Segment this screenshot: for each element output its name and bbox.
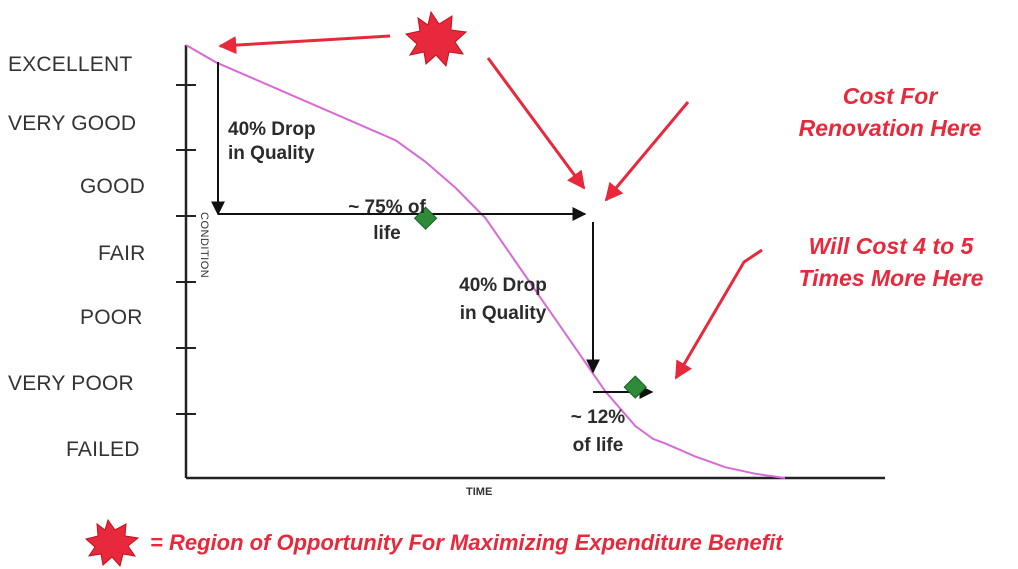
cost2-line1: Will Cost 4 to 5 <box>808 233 974 259</box>
condition-label-good: GOOD <box>80 175 145 198</box>
condition-curve <box>185 44 786 479</box>
drop1-label: 40% Drop in Quality <box>228 118 368 166</box>
condition-label-failed: FAILED <box>66 438 140 461</box>
life1-line1: ~ 75% of <box>348 197 426 218</box>
condition-label-excellent: EXCELLENT <box>8 53 133 76</box>
condition-label-very-poor: VERY POOR <box>8 372 134 395</box>
condition-label-poor: POOR <box>80 306 143 329</box>
x-axis-label: TIME <box>466 486 493 498</box>
cost1-line1: Cost For <box>842 83 938 109</box>
drop2-line2: in Quality <box>459 303 547 324</box>
life2-line2: of life <box>572 435 624 456</box>
cost2-line2: Times More Here <box>798 265 984 291</box>
life1-line2: life <box>373 223 401 244</box>
cost2-label: Will Cost 4 to 5 Times More Here <box>766 230 1016 294</box>
starburst-arrow-to-start <box>218 34 391 55</box>
drop1-line2: in Quality <box>228 143 315 164</box>
drop2-line1: 40% Drop <box>459 275 547 296</box>
life1-label: ~ 75% of life <box>312 196 462 246</box>
condition-label-very-good: VERY GOOD <box>8 112 137 135</box>
life2-label: ~ 12% of life <box>538 406 658 458</box>
drop1-line1: 40% Drop <box>228 119 316 140</box>
condition-label-fair: FAIR <box>98 242 146 265</box>
cost2-arrow <box>674 248 763 380</box>
cost1-label: Cost For Renovation Here <box>770 80 1010 144</box>
legend-text: = Region of Opportunity For Maximizing E… <box>150 530 783 555</box>
starburst-arrow-to-marker <box>486 57 586 190</box>
y-axis-ticks <box>176 84 196 415</box>
y-axis-label: CONDITION <box>198 212 210 279</box>
diamond-marker-1 <box>413 206 438 230</box>
starburst-icon <box>404 10 468 68</box>
cost1-line2: Renovation Here <box>798 115 982 141</box>
legend-starburst-icon <box>84 518 140 568</box>
diamond-marker-2 <box>623 375 647 399</box>
cost1-arrow <box>604 101 690 202</box>
drop2-label: 40% Drop in Quality <box>428 274 578 326</box>
life2-line1: ~ 12% <box>570 407 626 428</box>
